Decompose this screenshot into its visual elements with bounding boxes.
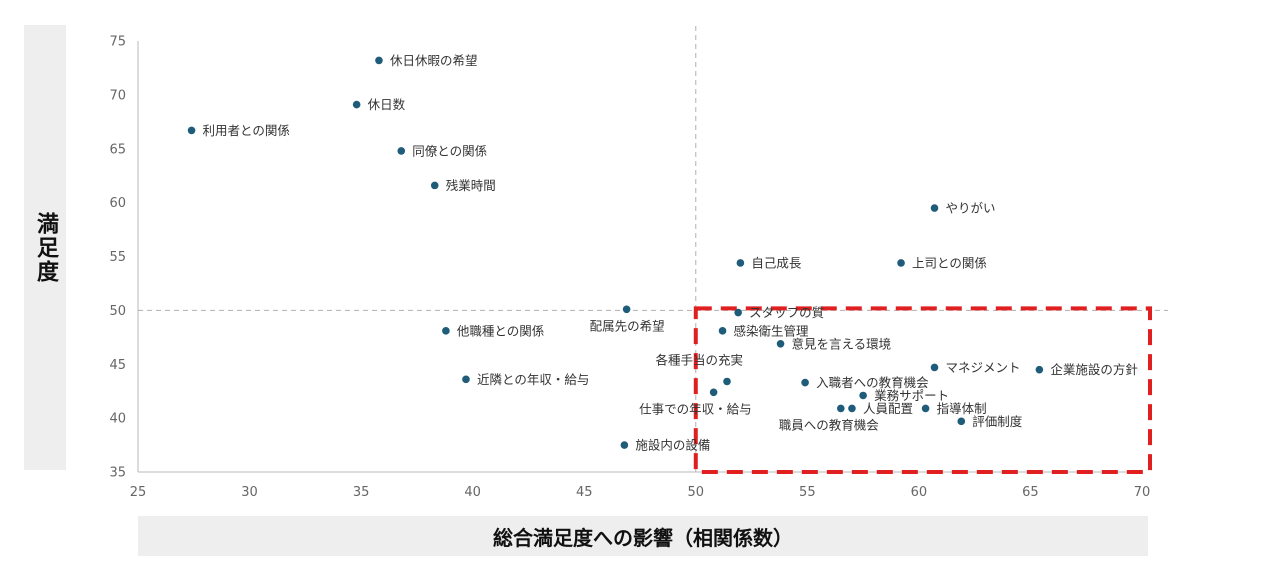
x-tick-label: 55 bbox=[799, 485, 816, 500]
data-point-label: 配属先の希望 bbox=[590, 318, 665, 333]
data-point-label: マネジメント bbox=[946, 360, 1021, 375]
y-tick-label: 45 bbox=[109, 358, 126, 373]
data-point-label: 同僚との関係 bbox=[412, 143, 487, 158]
data-point bbox=[801, 378, 809, 387]
data-point-label: 残業時間 bbox=[446, 178, 496, 193]
y-tick-label: 65 bbox=[109, 142, 126, 157]
data-point-label: 近隣との年収・給与 bbox=[477, 372, 589, 387]
data-point-label: 業務サポート bbox=[874, 388, 949, 403]
data-point-label: やりがい bbox=[946, 201, 996, 216]
data-point-label: 入職者への教育機会 bbox=[816, 375, 929, 390]
data-point-label: 休日数 bbox=[368, 97, 406, 112]
data-point-label: 感染衛生管理 bbox=[734, 323, 810, 338]
data-point-label: 休日休暇の希望 bbox=[390, 53, 478, 68]
data-point-label: 施設内の設備 bbox=[635, 438, 710, 453]
data-point bbox=[930, 363, 939, 372]
data-point bbox=[736, 259, 745, 267]
y-tick-label: 75 bbox=[109, 35, 126, 50]
data-point bbox=[921, 404, 930, 413]
data-point bbox=[897, 259, 905, 267]
x-tick-label: 40 bbox=[464, 485, 481, 500]
x-axis-label-box: 総合満足度への影響（相関係数） bbox=[138, 516, 1148, 556]
data-point-label: 自己成長 bbox=[751, 255, 802, 270]
highlight-region-box bbox=[693, 306, 1152, 474]
data-point bbox=[442, 327, 450, 335]
data-point bbox=[718, 327, 727, 335]
data-point bbox=[957, 417, 966, 426]
data-point-label: スタッフの質 bbox=[749, 305, 824, 320]
data-point bbox=[837, 404, 845, 413]
data-point bbox=[723, 377, 731, 386]
data-point bbox=[776, 339, 785, 348]
data-point-label: 指導体制 bbox=[937, 401, 987, 416]
data-point bbox=[859, 391, 867, 400]
data-point bbox=[709, 388, 718, 397]
data-point bbox=[352, 100, 361, 109]
data-point bbox=[375, 56, 383, 65]
x-tick-label: 50 bbox=[688, 485, 705, 500]
data-point-label: 各種手当の充実 bbox=[655, 352, 743, 367]
data-point bbox=[734, 308, 742, 317]
data-point-label: 人員配置 bbox=[863, 401, 913, 416]
y-tick-label: 50 bbox=[109, 304, 126, 319]
y-tick-label: 70 bbox=[109, 88, 126, 103]
y-axis-label-box: 満足度 bbox=[24, 25, 66, 470]
y-tick-label: 55 bbox=[109, 250, 126, 265]
x-axis-label: 総合満足度への影響（相関係数） bbox=[493, 525, 793, 550]
data-point-label: 意見を言える環境 bbox=[792, 336, 892, 351]
x-tick-label: 60 bbox=[911, 485, 928, 500]
x-tick-label: 25 bbox=[130, 485, 147, 500]
x-tick-label: 30 bbox=[241, 485, 258, 500]
data-point bbox=[620, 441, 629, 449]
data-point-label: 上司との関係 bbox=[912, 255, 987, 270]
data-point-label: 仕事での年収・給与 bbox=[639, 401, 752, 416]
data-point bbox=[1035, 365, 1044, 374]
data-point bbox=[848, 404, 856, 413]
y-tick-label: 35 bbox=[109, 466, 126, 481]
x-tick-label: 45 bbox=[576, 485, 593, 500]
data-point-label: 利用者との関係 bbox=[203, 123, 290, 138]
data-point-label: 職員への教育機会 bbox=[779, 417, 880, 432]
data-point bbox=[462, 375, 470, 384]
data-point bbox=[622, 305, 631, 314]
data-point bbox=[397, 147, 406, 155]
x-tick-label: 35 bbox=[353, 485, 370, 500]
x-tick-label: 65 bbox=[1022, 485, 1039, 500]
data-point-label: 評価制度 bbox=[972, 414, 1023, 429]
data-point-label: 他職種との関係 bbox=[457, 323, 544, 338]
y-tick-label: 40 bbox=[109, 412, 126, 427]
data-point-label: 企業施設の方針 bbox=[1050, 362, 1138, 377]
data-point bbox=[430, 181, 439, 190]
data-point bbox=[187, 126, 196, 135]
y-tick-label: 60 bbox=[109, 196, 126, 211]
y-axis-label: 満足度 bbox=[33, 211, 58, 284]
data-point bbox=[930, 204, 939, 212]
x-tick-label: 70 bbox=[1134, 485, 1151, 500]
